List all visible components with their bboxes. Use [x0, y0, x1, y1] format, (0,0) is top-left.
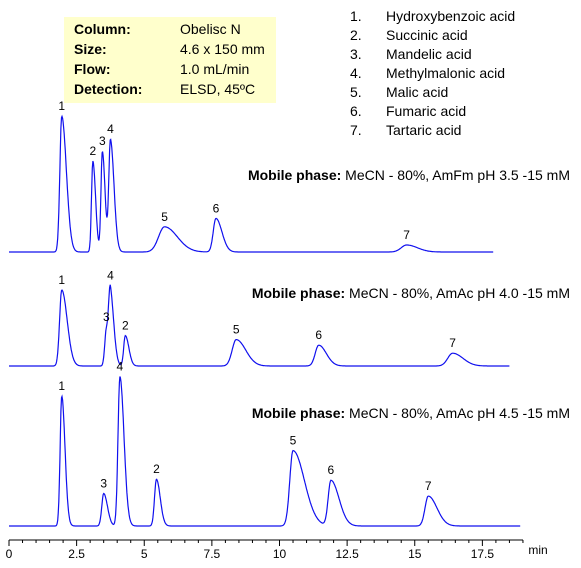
x-tick-label: 2.5 — [68, 547, 85, 561]
condition-value: 1.0 mL/min — [180, 61, 250, 77]
chromatogram-trace-2 — [9, 284, 510, 367]
peak-label-3: 3 — [99, 134, 106, 148]
x-tick-label: 15 — [408, 547, 422, 561]
legend-name: Tartaric acid — [386, 122, 462, 138]
x-tick-label: 10 — [273, 547, 287, 561]
peak-label-2: 2 — [122, 319, 129, 333]
x-axis-label: min — [528, 543, 547, 557]
legend-number: 2. — [350, 27, 362, 43]
peak-label-4: 4 — [117, 359, 124, 373]
mobile-phase-caption: Mobile phase: MeCN - 80%, AmAc pH 4.0 -1… — [252, 285, 570, 301]
condition-value: 4.6 x 150 mm — [180, 41, 265, 57]
legend-number: 6. — [350, 103, 362, 119]
peak-label-7: 7 — [449, 336, 456, 350]
x-tick-label: 7.5 — [204, 547, 221, 561]
peak-label-1: 1 — [58, 273, 65, 287]
peak-label-5: 5 — [290, 434, 297, 448]
legend-number: 5. — [350, 84, 362, 100]
chromatogram-trace-3 — [9, 376, 521, 527]
peak-label-7: 7 — [425, 479, 432, 493]
mobile-phase-caption: Mobile phase: MeCN - 80%, AmFm pH 3.5 -1… — [248, 167, 570, 183]
peak-label-2: 2 — [153, 462, 160, 476]
condition-key: Column: — [74, 21, 131, 37]
peak-label-5: 5 — [161, 210, 168, 224]
peak-label-1: 1 — [58, 99, 65, 113]
peak-label-2: 2 — [90, 144, 97, 158]
mobile-phase-value: MeCN - 80%, AmAc pH 4.0 -15 mM — [349, 285, 570, 301]
mobile-phase-label: Mobile phase: — [252, 285, 349, 301]
legend-name: Mandelic acid — [386, 46, 472, 62]
x-tick-label: 17.5 — [471, 547, 495, 561]
peak-label-3: 3 — [103, 310, 110, 324]
x-tick-label: 0 — [6, 547, 13, 561]
chromatogram-trace-1 — [9, 114, 494, 253]
legend-name: Fumaric acid — [386, 103, 467, 119]
peak-label-6: 6 — [328, 463, 335, 477]
peak-label-6: 6 — [315, 328, 322, 342]
peak-label-1: 1 — [58, 379, 65, 393]
peak-label-5: 5 — [233, 323, 240, 337]
peak-label-3: 3 — [100, 477, 107, 491]
conditions-box: Column: Obelisc N Size: 4.6 x 150 mm Flo… — [64, 17, 276, 103]
mobile-phase-caption: Mobile phase: MeCN - 80%, AmAc pH 4.5 -1… — [252, 405, 570, 421]
condition-key: Detection: — [74, 81, 143, 97]
peak-label-7: 7 — [403, 228, 410, 242]
x-tick-label: 5 — [141, 547, 148, 561]
mobile-phase-value: MeCN - 80%, AmFm pH 3.5 -15 mM — [345, 167, 570, 183]
mobile-phase-label: Mobile phase: — [252, 405, 349, 421]
condition-key: Flow: — [74, 61, 111, 77]
legend-name: Hydroxybenzoic acid — [386, 8, 516, 24]
peak-label-6: 6 — [213, 201, 220, 215]
legend-number: 7. — [350, 122, 362, 138]
legend-number: 3. — [350, 46, 362, 62]
legend-number: 1. — [350, 8, 362, 24]
legend-name: Methylmalonic acid — [386, 65, 506, 81]
peak-label-4: 4 — [107, 269, 114, 283]
legend-name: Succinic acid — [386, 27, 468, 43]
peak-label-4: 4 — [107, 122, 114, 136]
condition-value: ELSD, 45ºC — [180, 81, 256, 97]
x-tick-label: 12.5 — [335, 547, 359, 561]
mobile-phase-label: Mobile phase: — [248, 167, 345, 183]
condition-key: Size: — [74, 41, 107, 57]
mobile-phase-value: MeCN - 80%, AmAc pH 4.5 -15 mM — [349, 405, 570, 421]
legend-number: 4. — [350, 65, 362, 81]
legend-name: Malic acid — [386, 84, 449, 100]
condition-value: Obelisc N — [180, 21, 241, 37]
